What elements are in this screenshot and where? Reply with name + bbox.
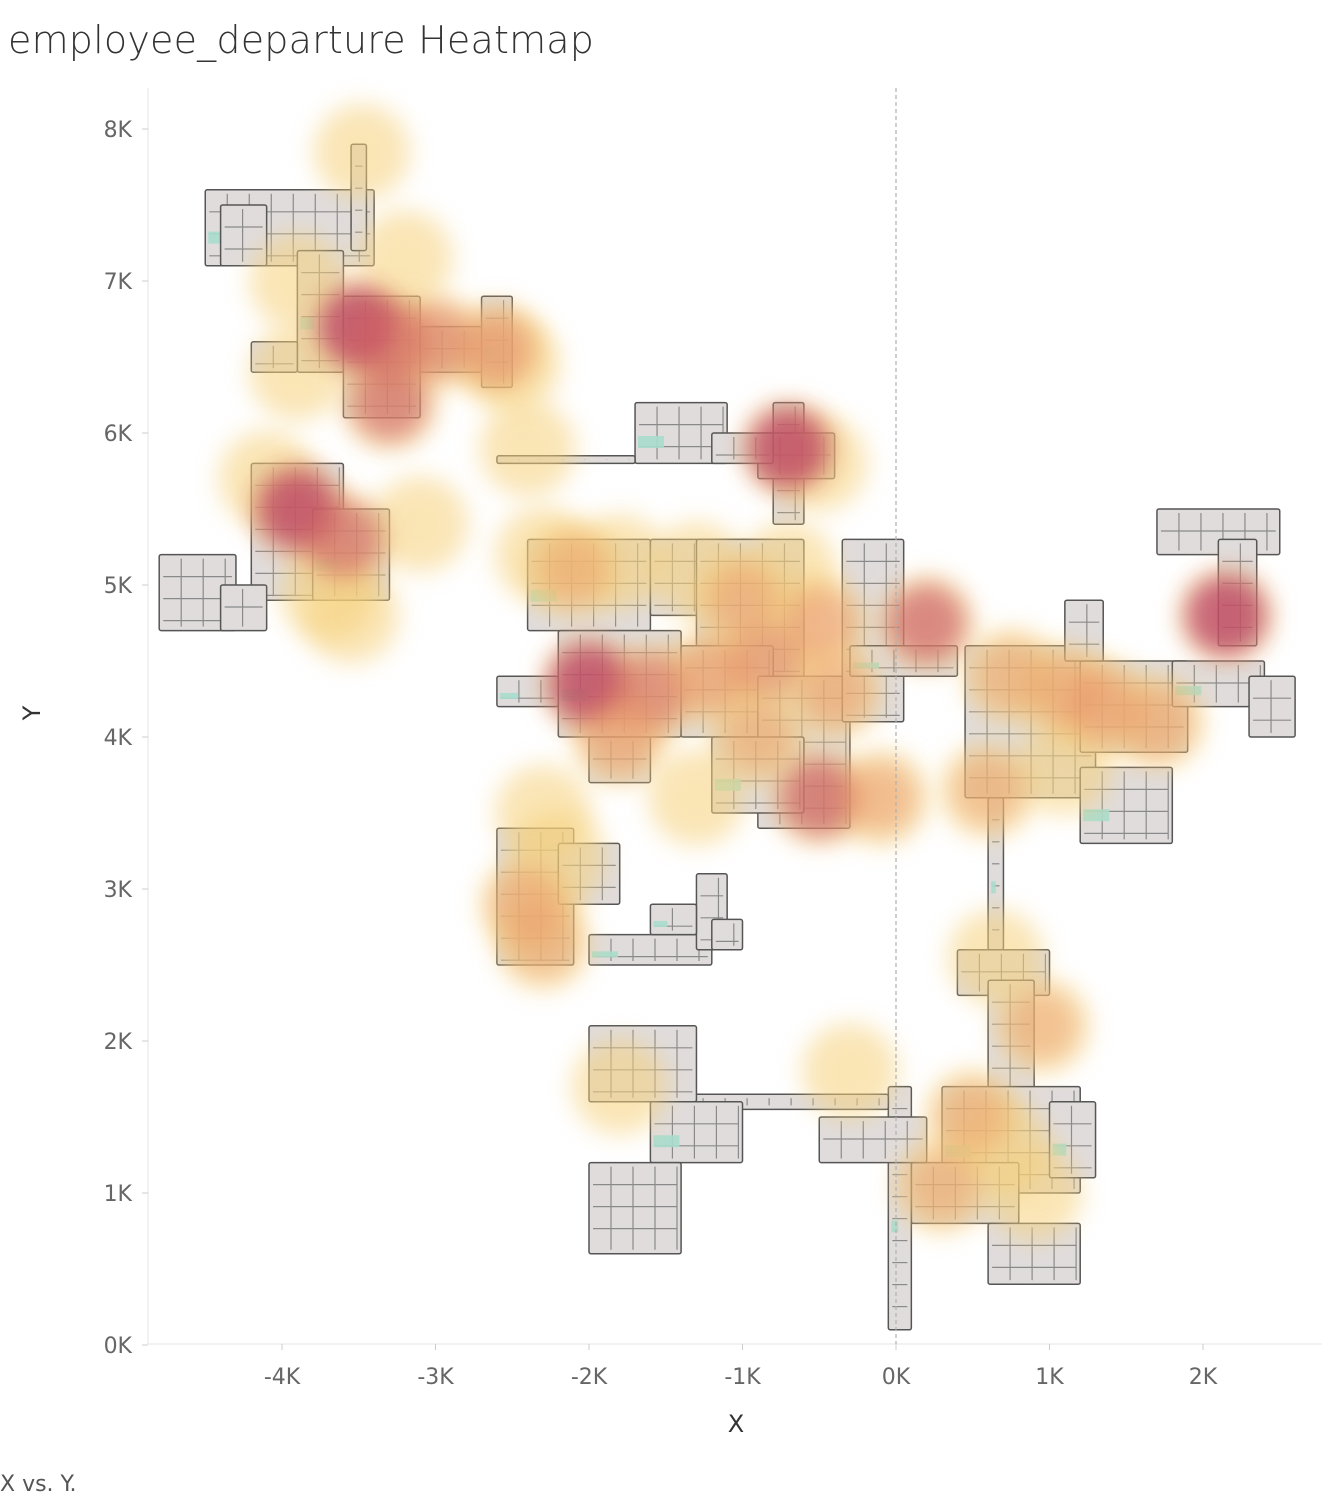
heat-point [707, 564, 778, 636]
y-tick-label: 4K [104, 726, 133, 751]
heat-halo [648, 749, 745, 846]
heat-point [783, 587, 856, 659]
floor-block [588, 933, 713, 966]
heat-halo [571, 1038, 668, 1135]
heat-point [460, 312, 534, 386]
heat-point [748, 408, 829, 489]
heat-halo [313, 103, 410, 200]
floor-block [1248, 675, 1296, 738]
heat-halo [947, 909, 1044, 1006]
x-tick-label: -4K [264, 1365, 301, 1390]
axes-layer: -4K -3K -2K -1K 0K 1K 2K 0K 1K 2K 3K 4K 5K 6K 7K 8K X Y [18, 118, 1218, 1438]
floor-block [649, 903, 698, 936]
floor-block [588, 1161, 682, 1255]
floor-accent [991, 881, 996, 894]
heat-point [351, 364, 428, 441]
y-axis-title: Y [18, 705, 46, 721]
heat-halo [801, 1023, 898, 1120]
floor-block [818, 1116, 928, 1164]
heat-point [305, 501, 382, 578]
heat-point [507, 907, 578, 978]
floor-block [649, 1101, 744, 1164]
heat-point [799, 655, 871, 727]
heat-point [937, 1082, 1008, 1152]
heat-point [845, 762, 917, 834]
heat-point [538, 534, 609, 605]
heat-point [953, 755, 1024, 826]
heat-point [583, 701, 656, 773]
heat-halo [356, 210, 453, 307]
x-tick-label: 2K [1189, 1365, 1218, 1390]
heat-point [907, 1150, 978, 1221]
heat-halo [249, 324, 346, 421]
y-tick-label: 7K [104, 270, 133, 295]
x-tick-label: 0K [882, 1365, 911, 1390]
plot-area [147, 88, 1322, 1345]
heat-point [1067, 670, 1140, 743]
heat-point [722, 702, 793, 772]
y-tick-label: 2K [104, 1030, 133, 1055]
y-tick-label: 0K [104, 1334, 133, 1359]
y-tick-label: 5K [104, 574, 133, 599]
y-tick-label: 8K [104, 118, 133, 143]
floor-block [219, 584, 268, 632]
y-tick-label: 6K [104, 422, 133, 447]
heat-layer [218, 103, 1275, 1241]
x-tick-label: -2K [571, 1365, 608, 1390]
floor-accent [891, 1220, 899, 1233]
heat-point [1186, 575, 1267, 656]
heat-halo [1016, 719, 1113, 816]
x-axis-title: X [728, 1410, 744, 1438]
floor-accent [592, 951, 618, 958]
chart-caption: X vs. Y. [0, 1472, 77, 1497]
heat-point [1006, 990, 1077, 1061]
x-tick-label: -3K [417, 1365, 454, 1390]
floor-accent [653, 1135, 680, 1148]
floor-accent [1083, 809, 1110, 822]
floor-block [219, 204, 268, 267]
y-tick-label: 1K [104, 1182, 133, 1207]
chart-title: employee_departure Heatmap [8, 18, 595, 62]
heat-point [729, 624, 803, 698]
heat-point [976, 641, 1047, 712]
heat-point [780, 759, 858, 837]
y-tick-label: 3K [104, 878, 133, 903]
floor-accent [653, 920, 668, 927]
floor-accent [499, 692, 519, 699]
x-tick-label: 1K [1035, 1365, 1064, 1390]
heat-halo [479, 400, 576, 497]
floor-accent [638, 436, 665, 449]
heat-halo [303, 567, 400, 664]
heat-point [1121, 686, 1193, 758]
x-tick-label: -1K [724, 1365, 761, 1390]
floor-block [711, 918, 744, 951]
heat-point [888, 584, 966, 662]
heat-halo [372, 476, 469, 573]
heat-point [398, 304, 473, 379]
